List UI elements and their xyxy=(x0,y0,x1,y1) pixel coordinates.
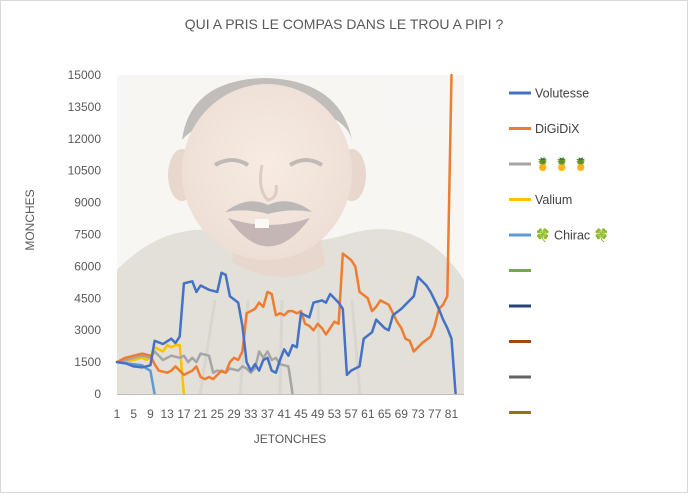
x-axis-title: JETONCHES xyxy=(254,432,326,446)
legend-label-0: Volutesse xyxy=(535,87,589,101)
y-tick-label: 3000 xyxy=(74,323,101,337)
x-tick-label: 53 xyxy=(328,407,342,421)
series-line-2 xyxy=(115,350,294,396)
x-tick-label: 65 xyxy=(378,407,392,421)
y-tick-label: 6000 xyxy=(74,259,101,273)
y-tick-label: 13500 xyxy=(68,100,102,114)
x-tick-label: 69 xyxy=(395,407,409,421)
legend-label-4: 🍀 Chirac 🍀 xyxy=(535,228,609,243)
series-line-1 xyxy=(115,73,453,381)
y-tick-label: 4500 xyxy=(74,291,101,305)
x-axis-tick-labels: 1 5 9 13 17 21 25 29 33 37 41 45 49 53 57 61 65 69 73 77 81 xyxy=(114,407,459,421)
y-tick-label: 10500 xyxy=(68,164,102,178)
x-tick-label: 41 xyxy=(278,407,292,421)
y-axis-tick-labels: 0 1500 3000 4500 6000 7500 9000 10500 12000 13500… xyxy=(68,68,102,401)
y-axis-title: MONCHES xyxy=(23,189,37,250)
x-tick-label: 33 xyxy=(244,407,258,421)
x-tick-label: 1 xyxy=(114,407,121,421)
x-tick-label: 13 xyxy=(160,407,174,421)
legend-label-2: 🍍 🍍 🍍 xyxy=(535,157,589,172)
x-tick-label: 45 xyxy=(294,407,308,421)
series-line-0 xyxy=(115,271,457,396)
legend-label-1: DiGiDiX xyxy=(535,122,580,136)
y-tick-label: 0 xyxy=(94,387,101,401)
x-tick-label: 17 xyxy=(177,407,191,421)
y-tick-label: 7500 xyxy=(74,228,101,242)
x-tick-label: 73 xyxy=(411,407,425,421)
series-lines xyxy=(115,73,457,396)
x-tick-label: 25 xyxy=(211,407,225,421)
y-tick-label: 1500 xyxy=(74,355,101,369)
x-tick-label: 81 xyxy=(445,407,459,421)
x-tick-label: 61 xyxy=(361,407,375,421)
legend-label-3: Valium xyxy=(535,193,572,207)
x-tick-label: 49 xyxy=(311,407,325,421)
x-tick-label: 9 xyxy=(147,407,154,421)
y-tick-label: 12000 xyxy=(68,132,102,146)
x-tick-label: 77 xyxy=(428,407,442,421)
y-tick-label: 15000 xyxy=(68,68,102,82)
y-tick-label: 9000 xyxy=(74,196,101,210)
legend: Volutesse DiGiDiX 🍍 🍍 🍍 Valium 🍀 Chirac 🍀 xyxy=(509,87,609,414)
x-tick-label: 21 xyxy=(194,407,208,421)
x-tick-label: 37 xyxy=(261,407,275,421)
x-tick-label: 5 xyxy=(130,407,137,421)
x-tick-label: 57 xyxy=(344,407,358,421)
chart-title: QUI A PRIS LE COMPAS DANS LE TROU A PIPI… xyxy=(185,16,504,32)
x-tick-label: 29 xyxy=(227,407,241,421)
